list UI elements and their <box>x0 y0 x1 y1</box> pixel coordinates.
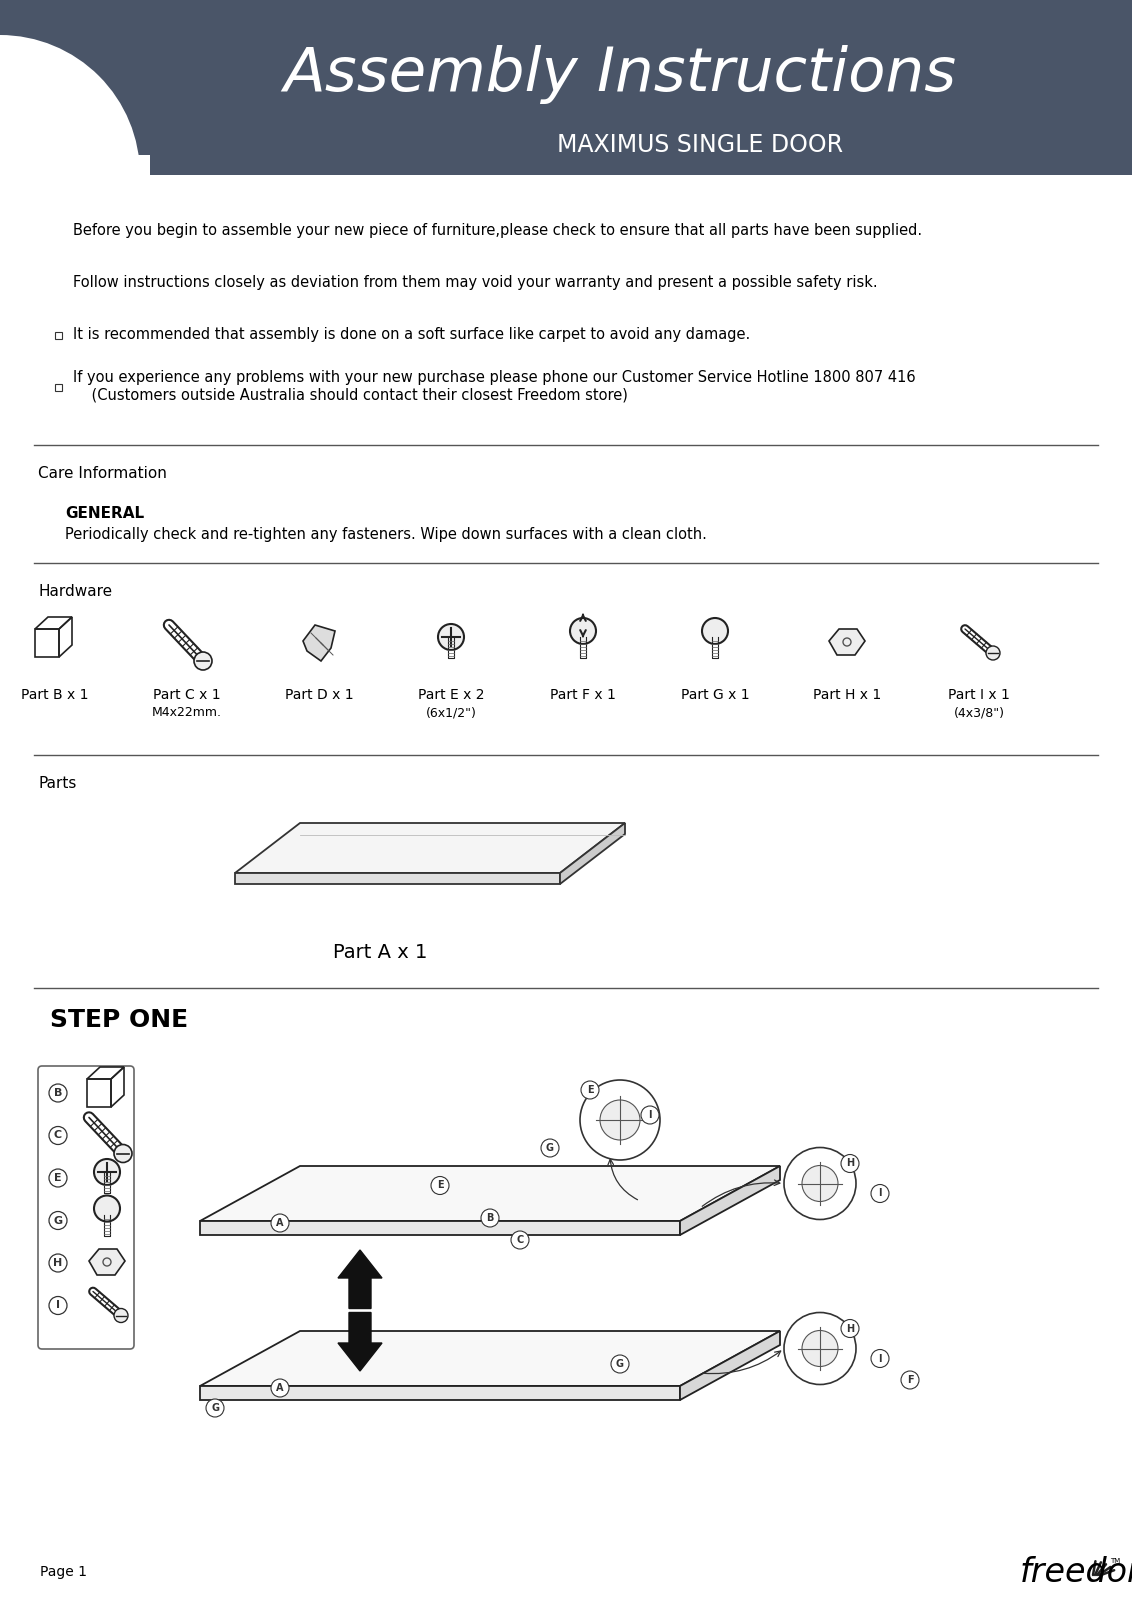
Circle shape <box>871 1184 889 1203</box>
Text: M4x22mm.: M4x22mm. <box>152 707 222 720</box>
Text: Care Information: Care Information <box>38 466 166 480</box>
Polygon shape <box>200 1166 780 1221</box>
Circle shape <box>438 624 464 650</box>
Text: Part F x 1: Part F x 1 <box>550 688 616 702</box>
Text: H: H <box>846 1323 854 1333</box>
Text: Part A x 1: Part A x 1 <box>333 944 427 963</box>
Polygon shape <box>303 626 335 661</box>
Text: Part I x 1: Part I x 1 <box>949 688 1010 702</box>
Text: A: A <box>276 1382 284 1394</box>
Polygon shape <box>200 1331 780 1386</box>
Circle shape <box>841 1155 859 1173</box>
Text: H: H <box>846 1158 854 1168</box>
Circle shape <box>571 618 597 643</box>
Circle shape <box>541 1139 559 1157</box>
Text: I: I <box>55 1301 60 1310</box>
Circle shape <box>871 1349 889 1368</box>
Text: It is recommended that assembly is done on a soft surface like carpet to avoid a: It is recommended that assembly is done … <box>72 326 751 341</box>
Text: I: I <box>649 1110 652 1120</box>
Text: G: G <box>546 1142 554 1154</box>
Text: E: E <box>54 1173 62 1182</box>
Circle shape <box>702 618 728 643</box>
Bar <box>55 280 62 286</box>
Text: Part G x 1: Part G x 1 <box>680 688 749 702</box>
Polygon shape <box>235 874 560 883</box>
Polygon shape <box>89 1250 125 1275</box>
Text: Part C x 1: Part C x 1 <box>153 688 221 702</box>
Text: C: C <box>54 1131 62 1141</box>
Text: Before you begin to assemble your new piece of furniture,please check to ensure : Before you begin to assemble your new pi… <box>72 222 923 237</box>
Circle shape <box>986 646 1000 659</box>
Text: Page 1: Page 1 <box>40 1565 87 1579</box>
Text: STEP ONE: STEP ONE <box>50 1008 188 1032</box>
Text: B: B <box>487 1213 494 1222</box>
Text: If you experience any problems with your new purchase please phone our Customer : If you experience any problems with your… <box>72 370 916 402</box>
Polygon shape <box>338 1312 381 1371</box>
Circle shape <box>600 1101 640 1139</box>
Text: Periodically check and re-tighten any fasteners. Wipe down surfaces with a clean: Periodically check and re-tighten any fa… <box>65 528 706 542</box>
Text: E: E <box>586 1085 593 1094</box>
Circle shape <box>784 1312 856 1384</box>
Polygon shape <box>560 822 625 883</box>
Circle shape <box>481 1210 499 1227</box>
Polygon shape <box>338 1250 381 1309</box>
Circle shape <box>194 653 212 670</box>
Text: I: I <box>878 1189 882 1198</box>
Circle shape <box>271 1379 289 1397</box>
Text: F: F <box>907 1374 914 1386</box>
Text: freedom: freedom <box>1020 1555 1132 1589</box>
Circle shape <box>581 1082 599 1099</box>
Text: Assembly Instructions: Assembly Instructions <box>283 45 957 104</box>
Circle shape <box>114 1144 132 1163</box>
Text: GENERAL: GENERAL <box>65 506 144 520</box>
Circle shape <box>801 1165 838 1202</box>
Bar <box>0 155 151 186</box>
Polygon shape <box>680 1166 780 1235</box>
Polygon shape <box>235 822 625 874</box>
Text: C: C <box>516 1235 524 1245</box>
Circle shape <box>901 1371 919 1389</box>
Circle shape <box>511 1230 529 1250</box>
Circle shape <box>94 1195 120 1221</box>
Text: MAXIMUS SINGLE DOOR: MAXIMUS SINGLE DOOR <box>557 133 843 157</box>
Polygon shape <box>680 1331 780 1400</box>
Text: A: A <box>276 1218 284 1229</box>
Bar <box>0 0 1132 174</box>
Text: Follow instructions closely as deviation from them may void your warranty and pr: Follow instructions closely as deviation… <box>72 275 877 290</box>
Circle shape <box>271 1214 289 1232</box>
Text: G: G <box>616 1358 624 1370</box>
Text: Part D x 1: Part D x 1 <box>284 688 353 702</box>
Text: (4x3/8"): (4x3/8") <box>953 707 1004 720</box>
Polygon shape <box>200 1221 680 1235</box>
Bar <box>55 333 62 339</box>
Circle shape <box>801 1331 838 1366</box>
Text: G: G <box>53 1216 62 1226</box>
Bar <box>55 227 62 235</box>
Circle shape <box>580 1080 660 1160</box>
Circle shape <box>641 1106 659 1123</box>
Text: Hardware: Hardware <box>38 584 112 598</box>
Polygon shape <box>829 629 865 654</box>
Text: Part B x 1: Part B x 1 <box>22 688 88 702</box>
Circle shape <box>114 1309 128 1323</box>
Text: (6x1/2"): (6x1/2") <box>426 707 477 720</box>
Text: Parts: Parts <box>38 776 76 790</box>
Text: G: G <box>211 1403 218 1413</box>
Circle shape <box>94 1158 120 1186</box>
Text: Part E x 2: Part E x 2 <box>418 688 484 702</box>
Text: Part H x 1: Part H x 1 <box>813 688 881 702</box>
Polygon shape <box>200 1386 680 1400</box>
Text: B: B <box>54 1088 62 1098</box>
Text: I: I <box>878 1354 882 1363</box>
Circle shape <box>611 1355 629 1373</box>
Circle shape <box>841 1320 859 1338</box>
Text: TM: TM <box>1110 1558 1121 1565</box>
Bar <box>55 384 62 390</box>
Circle shape <box>0 35 140 315</box>
Circle shape <box>431 1176 449 1195</box>
Text: H: H <box>53 1258 62 1267</box>
Circle shape <box>206 1398 224 1418</box>
Circle shape <box>784 1147 856 1219</box>
Text: E: E <box>437 1181 444 1190</box>
